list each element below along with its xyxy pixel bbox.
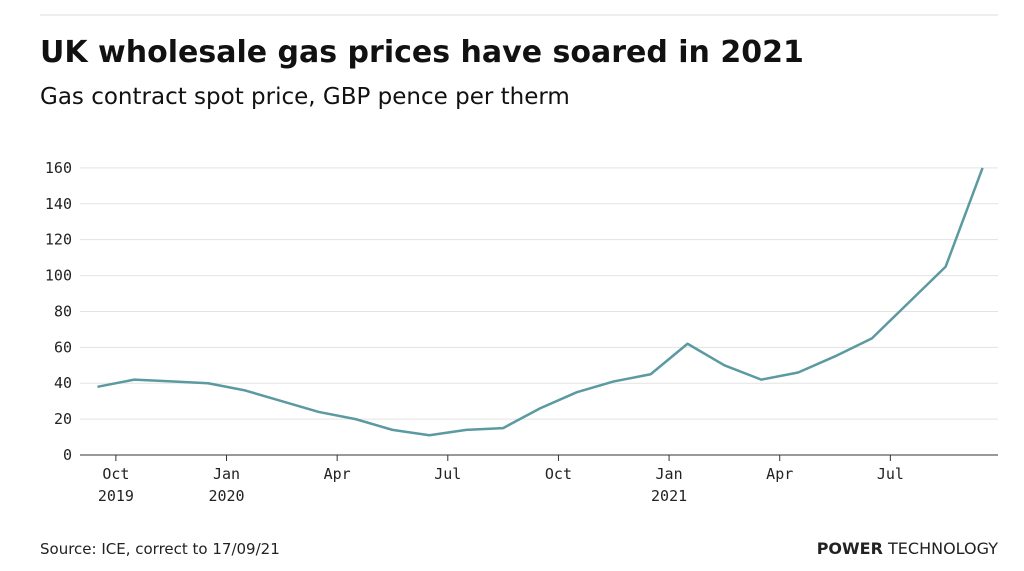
x-tick-label-line: Jan	[656, 465, 683, 483]
x-tick-label: Jan 2020	[208, 465, 244, 505]
x-tick-label: Jul	[434, 465, 461, 483]
brand: POWER TECHNOLOGY	[817, 539, 999, 558]
x-tick-label-line: 2021	[651, 487, 687, 505]
x-tick-label-line: Oct	[102, 465, 129, 483]
source: Source: ICE, correct to 17/09/21	[40, 540, 280, 558]
x-tick-label: Apr	[324, 465, 351, 483]
x-tick-label: Oct	[545, 465, 572, 483]
x-tick-label: Apr	[766, 465, 793, 483]
y-tick-label: 160	[45, 159, 72, 177]
y-tick-label: 80	[54, 302, 72, 320]
x-tick-label-line: 2019	[98, 487, 134, 505]
chart-title: UK wholesale gas prices have soared in 2…	[40, 35, 804, 70]
data-line	[97, 167, 984, 437]
y-tick-label: 120	[45, 231, 72, 249]
brand-bold: POWER	[817, 539, 883, 558]
x-tick-label: Jul	[877, 465, 904, 483]
y-tick-label: 140	[45, 195, 72, 213]
chart-subtitle: Gas contract spot price, GBP pence per t…	[40, 84, 570, 110]
x-tick-label-line: 2020	[208, 487, 244, 505]
brand-light: TECHNOLOGY	[887, 539, 998, 558]
y-tick-label: 0	[63, 446, 72, 464]
x-tick-label: Jan 2021	[651, 465, 687, 505]
x-tick-label-line: Jan	[213, 465, 240, 483]
y-tick-label: 60	[54, 338, 72, 356]
x-tick-label: Oct 2019	[98, 465, 134, 505]
y-tick-label: 20	[54, 410, 72, 428]
y-tick-label: 100	[45, 267, 72, 285]
y-tick-label: 40	[54, 374, 72, 392]
